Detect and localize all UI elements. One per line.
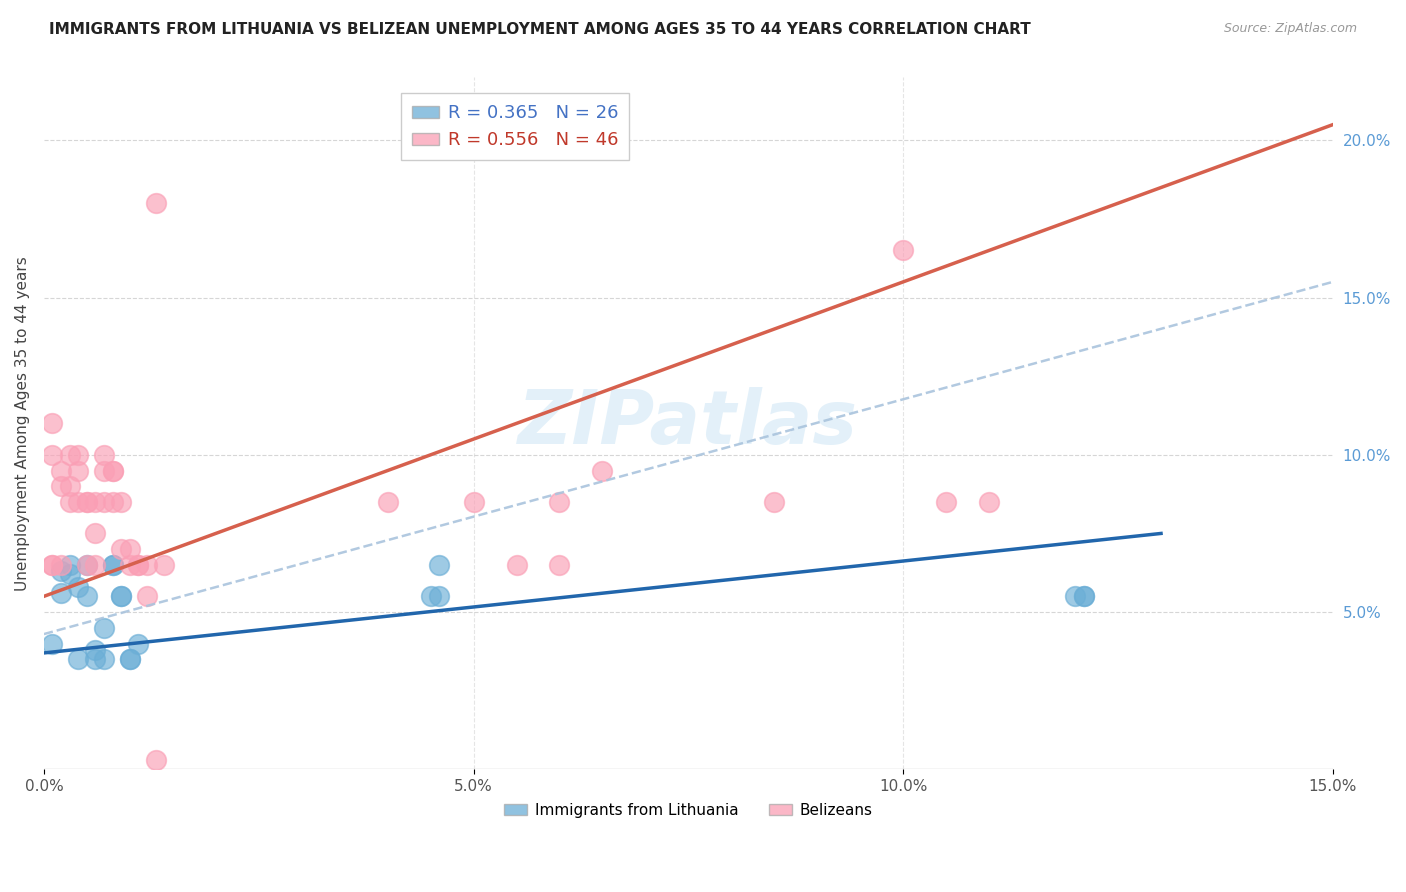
Point	[41, 558, 63, 572]
Point	[93, 621, 115, 635]
Text: Source: ZipAtlas.com: Source: ZipAtlas.com	[1223, 22, 1357, 36]
Point	[59, 448, 82, 462]
Point	[136, 590, 159, 604]
Point	[127, 636, 149, 650]
Legend: Immigrants from Lithuania, Belizeans: Immigrants from Lithuania, Belizeans	[498, 797, 879, 824]
Point	[49, 558, 72, 572]
Point	[110, 542, 132, 557]
Point	[76, 495, 98, 509]
Point	[59, 558, 82, 572]
Point	[463, 495, 485, 509]
Point	[93, 464, 115, 478]
Point	[427, 558, 450, 572]
Point	[153, 558, 176, 572]
Point	[84, 652, 107, 666]
Point	[377, 495, 399, 509]
Point	[763, 495, 786, 509]
Point	[101, 495, 124, 509]
Point	[41, 417, 63, 431]
Point	[118, 558, 141, 572]
Point	[110, 590, 132, 604]
Point	[101, 558, 124, 572]
Point	[41, 448, 63, 462]
Point	[1064, 590, 1087, 604]
Point	[76, 558, 98, 572]
Point	[101, 464, 124, 478]
Point	[76, 558, 98, 572]
Point	[41, 636, 63, 650]
Point	[93, 652, 115, 666]
Point	[49, 564, 72, 578]
Point	[101, 464, 124, 478]
Text: ZIPatlas: ZIPatlas	[519, 387, 859, 460]
Point	[49, 464, 72, 478]
Point	[979, 495, 1001, 509]
Point	[891, 244, 914, 258]
Point	[127, 558, 149, 572]
Point	[67, 580, 90, 594]
Point	[935, 495, 957, 509]
Point	[93, 495, 115, 509]
Point	[84, 642, 107, 657]
Point	[76, 590, 98, 604]
Point	[1073, 590, 1095, 604]
Point	[427, 590, 450, 604]
Point	[118, 542, 141, 557]
Point	[59, 479, 82, 493]
Point	[49, 586, 72, 600]
Point	[1073, 590, 1095, 604]
Point	[67, 464, 90, 478]
Point	[118, 652, 141, 666]
Point	[548, 558, 571, 572]
Point	[419, 590, 441, 604]
Point	[110, 590, 132, 604]
Point	[84, 558, 107, 572]
Point	[59, 495, 82, 509]
Point	[145, 196, 167, 211]
Point	[145, 753, 167, 767]
Point	[84, 495, 107, 509]
Point	[110, 495, 132, 509]
Point	[136, 558, 159, 572]
Point	[67, 495, 90, 509]
Point	[49, 479, 72, 493]
Point	[84, 526, 107, 541]
Point	[59, 567, 82, 582]
Point	[41, 558, 63, 572]
Point	[505, 558, 527, 572]
Point	[127, 558, 149, 572]
Point	[101, 558, 124, 572]
Point	[118, 652, 141, 666]
Point	[591, 464, 613, 478]
Point	[67, 448, 90, 462]
Point	[93, 448, 115, 462]
Point	[76, 495, 98, 509]
Point	[548, 495, 571, 509]
Text: IMMIGRANTS FROM LITHUANIA VS BELIZEAN UNEMPLOYMENT AMONG AGES 35 TO 44 YEARS COR: IMMIGRANTS FROM LITHUANIA VS BELIZEAN UN…	[49, 22, 1031, 37]
Y-axis label: Unemployment Among Ages 35 to 44 years: Unemployment Among Ages 35 to 44 years	[15, 256, 30, 591]
Point	[67, 652, 90, 666]
